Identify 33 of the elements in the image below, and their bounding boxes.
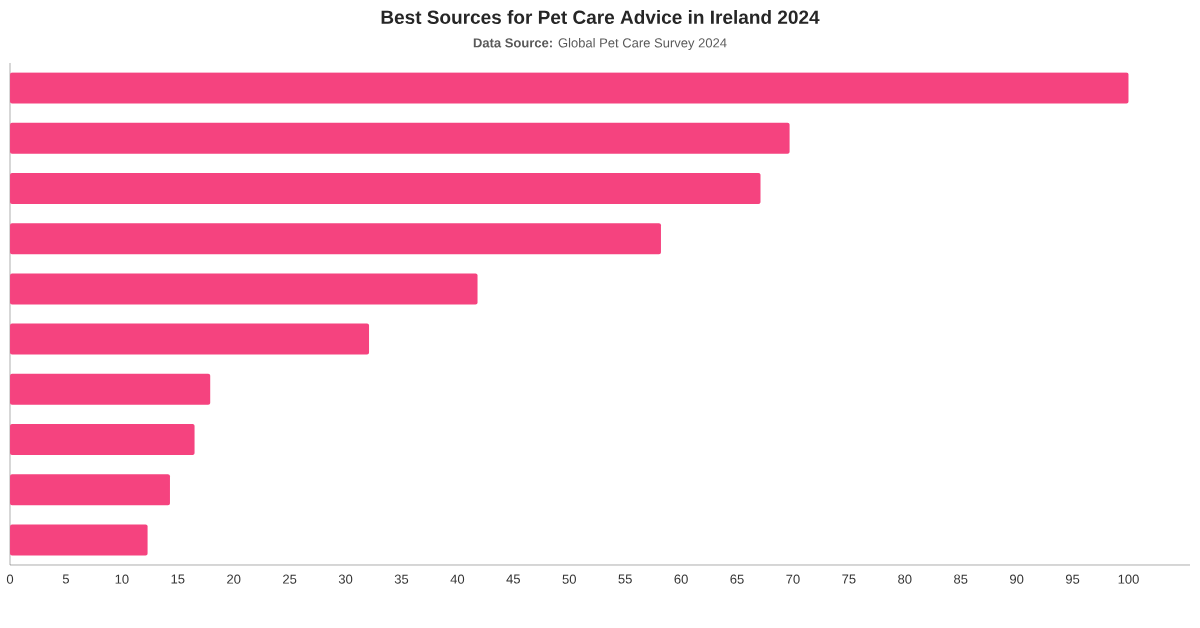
x-tick-label: 95 [1065,574,1080,584]
x-tick-label: 80 [898,574,912,584]
x-tick-label: 40 [450,574,465,584]
bar [10,223,661,255]
x-tick-label: 75 [842,574,856,584]
x-tick-label: 25 [283,574,297,584]
x-tick-label: 60 [674,574,688,584]
x-tick-label: 85 [954,574,968,584]
x-tick-label: 70 [786,574,800,584]
x-tick-label: 15 [171,574,185,584]
x-tick-label: 50 [562,574,576,584]
x-tick-label: 0 [6,574,14,584]
x-tick-label: 90 [1010,574,1024,584]
x-tick-label: 20 [227,574,241,584]
x-tick-label: 65 [730,574,744,584]
bar [10,373,211,405]
bar [10,122,790,154]
bar [10,423,195,455]
x-tick-label: 30 [338,574,353,584]
bar [10,524,148,556]
x-tick-label: 45 [506,574,520,584]
x-tick-label: 100 [1118,574,1139,584]
x-tick-label: 5 [62,574,69,584]
x-tick-label: 35 [394,574,409,584]
chart-subtitle: Data Source: Global Pet Care Survey 2024 [473,37,727,51]
chart-title: Best Sources for Pet Care Advice in Ireland 2024 [381,10,820,24]
bar [10,72,1129,104]
bar [10,474,170,506]
x-tick-label: 10 [115,574,129,584]
bar [10,273,478,305]
bar [10,172,761,204]
x-tick-label: 55 [618,574,632,584]
bar [10,323,370,355]
